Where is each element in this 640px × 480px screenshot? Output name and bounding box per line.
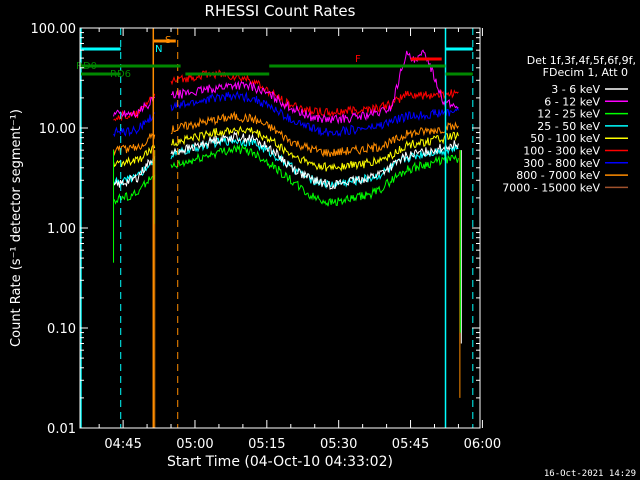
series-line <box>170 90 459 138</box>
legend-entry-label: 800 - 7000 keV <box>516 169 600 182</box>
legend-header-1: Det 1f,3f,4f,5f,6f,9f, <box>527 54 636 67</box>
y-tick-label: 100.00 <box>31 22 77 37</box>
flare-label-f: F <box>355 54 361 65</box>
legend-entry-label: 100 - 300 keV <box>523 145 600 158</box>
x-axis-label: Start Time (04-Oct-10 04:33:02) <box>167 454 393 470</box>
series-line <box>170 131 459 190</box>
att-label-s: S <box>165 35 171 46</box>
x-tick-label: 04:45 <box>104 437 141 452</box>
footer-timestamp: 16-Oct-2021 14:29 <box>544 469 636 479</box>
legend-entry-label: 6 - 12 keV <box>544 95 600 108</box>
x-tick-label: 06:00 <box>464 437 501 452</box>
saa-label-n: N <box>155 44 162 55</box>
x-tick-label: 05:45 <box>392 437 429 452</box>
series-line <box>113 96 156 118</box>
legend-entry-label: 3 - 6 keV <box>551 83 600 96</box>
series-line <box>170 110 459 158</box>
series-line <box>170 144 459 207</box>
series-line <box>113 156 156 188</box>
x-tick-label: 05:30 <box>320 437 357 452</box>
y-tick-label: 10.00 <box>39 122 76 137</box>
series-line <box>170 69 459 118</box>
legend-entry-label: 25 - 50 keV <box>537 120 600 133</box>
y-tick-label: 1.00 <box>47 222 76 237</box>
y-tick-label: 0.10 <box>47 322 76 337</box>
rd6-label: RD6 <box>110 69 131 80</box>
legend-entry-label: 12 - 25 keV <box>537 108 600 121</box>
series-line <box>170 49 459 125</box>
legend-entry-label: 300 - 800 keV <box>523 157 600 170</box>
chart-title: RHESSI Count Rates <box>205 2 356 20</box>
legend-header-2: FDecim 1, Att 0 <box>543 66 628 79</box>
series-line <box>113 174 156 205</box>
legend-entry-label: 50 - 100 keV <box>530 132 600 145</box>
y-tick-label: 0.01 <box>47 422 76 437</box>
rd0-label: RD0 <box>76 61 97 72</box>
series-line <box>170 125 459 172</box>
y-axis-label: Count Rate (s⁻¹ detector segment⁻¹) <box>9 109 24 347</box>
x-tick-label: 05:15 <box>248 437 285 452</box>
legend-entry-label: 7000 - 15000 keV <box>502 181 600 194</box>
series-line <box>170 136 459 189</box>
series-line <box>113 111 156 138</box>
plot-frame <box>79 27 481 429</box>
x-tick-label: 05:00 <box>176 437 213 452</box>
